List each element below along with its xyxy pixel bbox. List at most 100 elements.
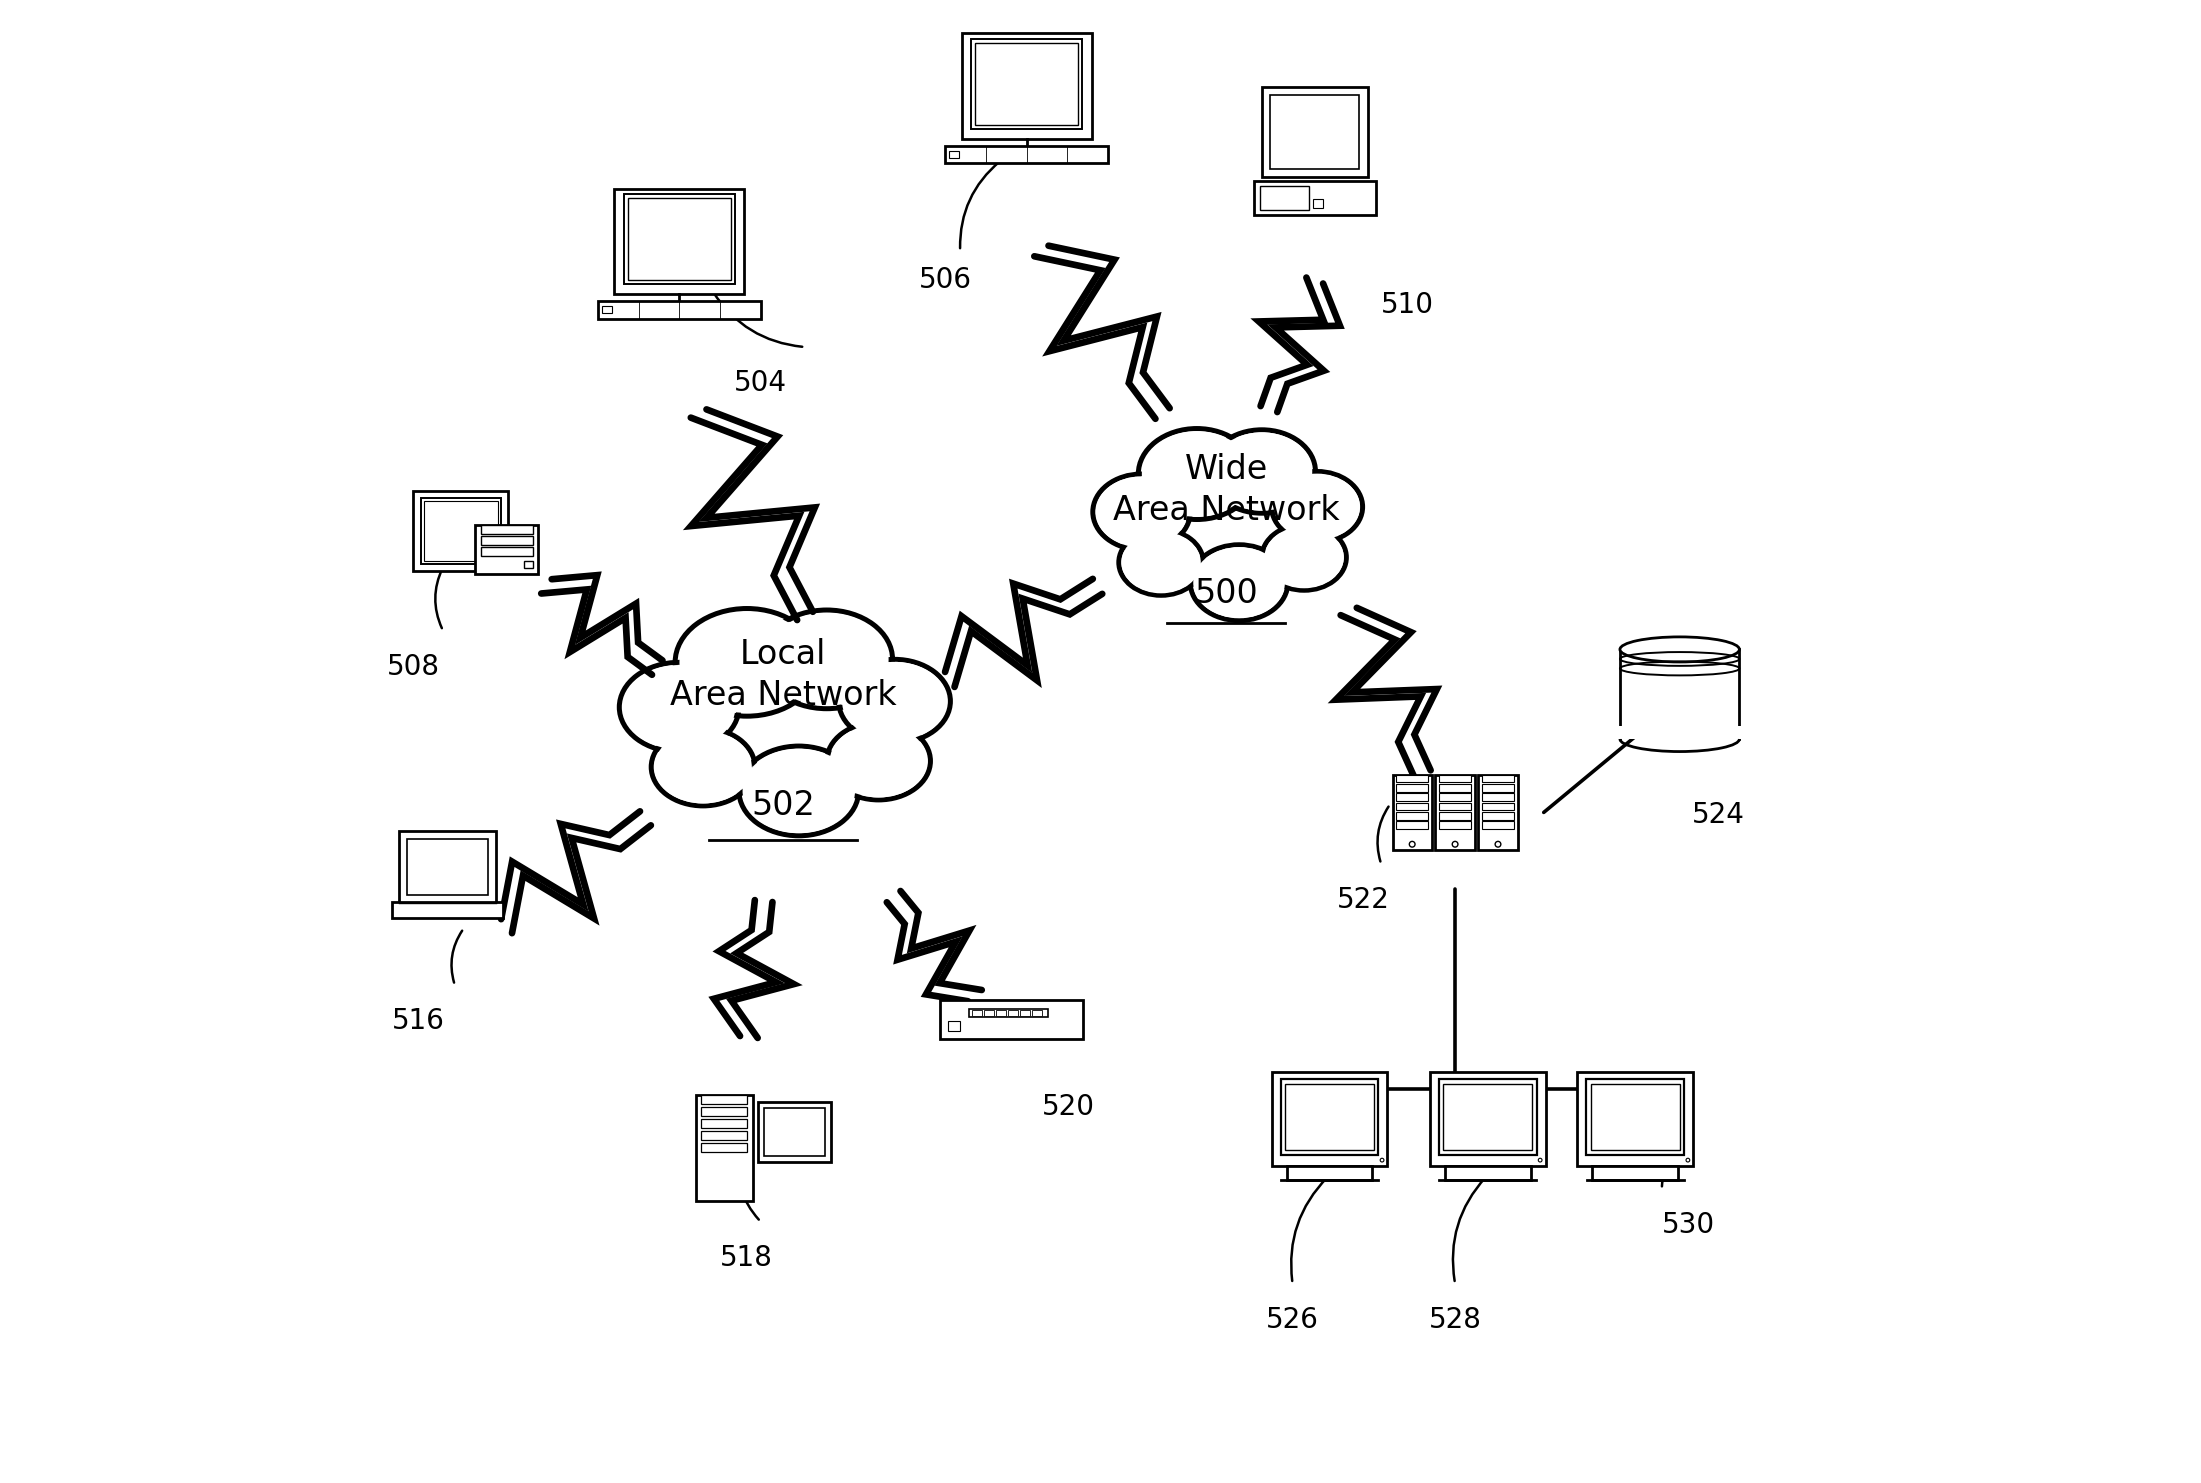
Bar [1439,813,1470,820]
Ellipse shape [1138,429,1255,519]
Bar [1395,776,1428,783]
Bar [1444,1084,1532,1151]
Ellipse shape [651,728,755,805]
Bar [940,1000,1083,1038]
Text: 506: 506 [918,265,973,294]
Ellipse shape [1118,529,1204,595]
Ellipse shape [1191,544,1288,620]
Bar [1395,813,1428,820]
Bar [949,151,960,159]
Bar [997,1010,1006,1016]
Bar [1439,793,1470,801]
Ellipse shape [1272,472,1362,543]
Ellipse shape [742,749,854,833]
Text: 526: 526 [1266,1307,1318,1333]
Bar [702,1132,748,1140]
Text: 528: 528 [1428,1307,1481,1333]
Bar [1261,87,1367,176]
Bar [1444,1166,1530,1180]
Ellipse shape [618,663,740,752]
Bar [1395,785,1428,792]
Text: 510: 510 [1382,291,1435,319]
Bar [971,39,1083,129]
Ellipse shape [1096,476,1186,547]
Bar [1578,1072,1693,1166]
Ellipse shape [680,612,814,713]
Bar [1439,1080,1536,1155]
Circle shape [1453,841,1457,847]
Bar [1431,1072,1545,1166]
Bar [946,145,1107,163]
Bar [1481,785,1514,792]
Bar [962,34,1092,139]
Bar [627,199,731,280]
Bar [1395,822,1428,829]
Ellipse shape [1120,531,1202,593]
Bar [1285,1084,1373,1151]
Circle shape [1380,1158,1384,1163]
Bar [1481,822,1514,829]
Bar [1008,1010,1017,1016]
Bar [1270,95,1360,169]
Ellipse shape [1193,547,1285,618]
Ellipse shape [766,612,889,706]
Ellipse shape [828,722,931,799]
Circle shape [1494,841,1501,847]
Bar [398,830,495,903]
Bar [420,498,502,564]
Bar [614,188,744,294]
Bar [475,525,537,574]
Bar [1261,185,1310,211]
Ellipse shape [1274,473,1360,540]
Bar [702,1106,748,1117]
Bar [1395,802,1428,810]
Bar [1481,793,1514,801]
Bar [599,301,762,319]
Text: Wide
Area Network: Wide Area Network [1114,454,1340,528]
Bar [1439,776,1470,783]
Bar [1255,181,1376,215]
Bar [1481,802,1514,810]
Text: 504: 504 [735,369,788,397]
Text: 524: 524 [1693,801,1745,829]
Bar [1395,793,1428,801]
Bar [1439,822,1470,829]
Bar [524,561,533,568]
Bar [480,547,533,556]
Bar [1439,802,1470,810]
Bar [975,43,1078,125]
Bar [1435,776,1475,850]
Bar [1587,1080,1684,1155]
Bar [984,1010,993,1016]
Ellipse shape [1261,525,1347,590]
Bar [973,1010,982,1016]
Bar [968,1008,1048,1017]
Ellipse shape [1263,526,1345,589]
Bar [1281,1080,1378,1155]
Bar [480,525,533,534]
Bar [414,491,508,571]
Text: 508: 508 [387,653,440,681]
Circle shape [1538,1158,1543,1163]
Ellipse shape [1208,430,1316,513]
Ellipse shape [1142,432,1252,516]
Ellipse shape [740,746,858,836]
Ellipse shape [839,660,951,743]
Bar [407,839,489,894]
Bar [1481,776,1514,783]
Bar [1591,1166,1679,1180]
Ellipse shape [762,610,894,709]
Circle shape [1686,1158,1690,1163]
Text: 518: 518 [720,1244,773,1272]
Text: 500: 500 [1195,577,1259,611]
Bar [1620,650,1739,739]
Ellipse shape [1094,475,1191,550]
Text: 516: 516 [392,1007,445,1035]
Bar [392,902,502,918]
Bar [1032,1010,1041,1016]
Bar [1591,1084,1679,1151]
Ellipse shape [676,608,819,716]
Bar [625,194,735,285]
Text: 520: 520 [1041,1093,1094,1121]
Bar [702,1118,748,1129]
